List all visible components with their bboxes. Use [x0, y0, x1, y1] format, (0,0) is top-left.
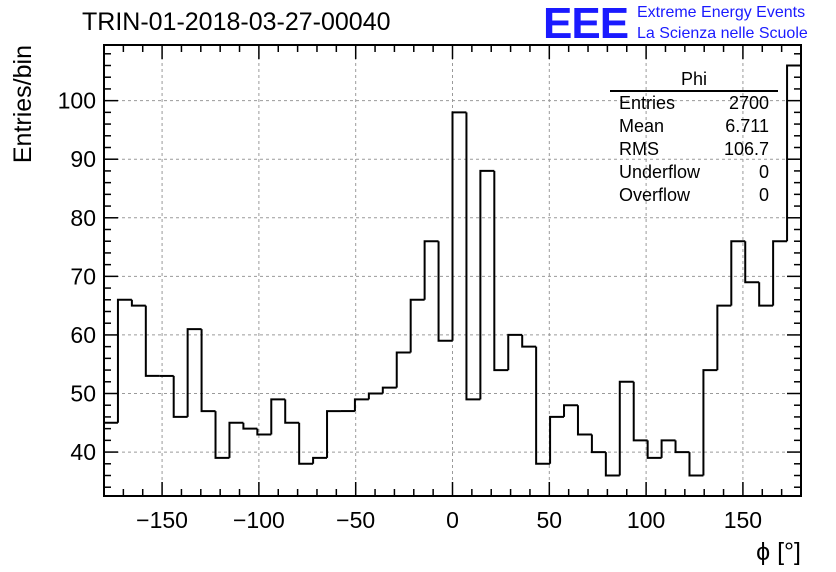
histogram-bin: [437, 241, 453, 342]
x-tick-label: 100: [627, 507, 665, 533]
histogram-bin: [353, 398, 369, 412]
histogram-bin: [103, 421, 118, 496]
histogram-bin: [576, 405, 592, 436]
histogram-bin: [130, 299, 146, 307]
histogram-bin: [284, 399, 300, 424]
histogram-bin: [381, 386, 397, 394]
stats-label: Entries: [619, 93, 676, 113]
histogram-bin: [326, 410, 341, 458]
logo-caption-line2: La Scienza nelle Scuole: [637, 25, 808, 42]
histogram-bin: [758, 282, 774, 307]
y-tick-label: 90: [70, 146, 96, 172]
y-axis-label: Entries/bin: [9, 45, 37, 163]
x-tick-label: 0: [446, 507, 459, 533]
stats-row-rms: RMS 106.7: [610, 138, 778, 161]
histogram-bin: [660, 439, 676, 458]
histogram-bin: [674, 440, 690, 454]
histogram-bin: [744, 241, 760, 284]
histogram-bin: [716, 304, 732, 371]
stats-value: 0: [758, 185, 769, 205]
y-tick-label: 100: [58, 88, 96, 114]
histogram-bin: [144, 305, 160, 377]
y-tick-label: 50: [70, 381, 96, 407]
histogram-bin: [688, 452, 704, 477]
histogram-bin: [214, 411, 230, 459]
histogram-bin: [590, 434, 606, 454]
stats-label: Overflow: [619, 185, 691, 205]
histogram-bin: [270, 398, 286, 435]
stats-label: RMS: [619, 139, 659, 159]
stats-label: Underflow: [619, 162, 701, 182]
histogram-bin: [507, 333, 523, 371]
histogram-bin: [618, 380, 634, 476]
histogram-bin: [730, 240, 746, 306]
histogram-bin: [200, 329, 216, 413]
x-axis-label: ϕ [°]: [756, 538, 801, 566]
y-tick-label: 70: [70, 263, 96, 289]
stats-row-overflow: Overflow 0: [610, 184, 778, 207]
histogram-bin: [786, 64, 802, 496]
stats-title: Phi: [610, 68, 778, 92]
y-tick-label: 60: [70, 322, 96, 348]
logo-caption-line1: Extreme Energy Events: [637, 4, 806, 21]
y-tick-label: 80: [70, 205, 96, 231]
histogram-bin: [702, 369, 718, 476]
histogram-bin: [451, 111, 467, 341]
histogram-bin: [465, 112, 481, 401]
histogram-bin: [521, 334, 537, 348]
histogram-bin: [646, 440, 662, 459]
histogram-bin: [409, 298, 425, 353]
y-tick-label: 40: [70, 439, 96, 465]
x-tick-label: 50: [537, 507, 563, 533]
histogram-bin: [186, 328, 202, 417]
histogram-bin: [549, 415, 565, 464]
histogram-bin: [172, 375, 188, 418]
histogram-bin: [493, 170, 509, 372]
stats-row-entries: Entries 2700: [610, 92, 778, 115]
x-tick-label: −100: [233, 507, 285, 533]
stats-value: 0: [758, 162, 769, 182]
histogram-bin: [367, 392, 383, 400]
stats-label: Mean: [619, 116, 665, 136]
histogram-bin: [395, 351, 411, 388]
x-tick-label: 150: [724, 507, 762, 533]
x-tick-label: −50: [336, 507, 375, 533]
histogram-bin: [423, 240, 439, 300]
stats-box: Phi Entries 2700 Mean 6.711 RMS 106.7 Un…: [610, 68, 778, 207]
axis-ticks: [104, 45, 801, 496]
histogram-bin: [604, 452, 620, 477]
histogram-bin: [563, 404, 578, 417]
tick-labels: −150 −100 −50 0 50 100 150 40 50 60 70 80 90 100: [58, 88, 762, 533]
histogram-bin: [228, 421, 244, 458]
stats-row-mean: Mean 6.711: [610, 115, 778, 138]
plot-title: TRIN-01-2018-03-27-00040: [82, 8, 391, 36]
eee-logo: EEE: [543, 0, 629, 48]
stats-value: 6.711: [725, 116, 769, 136]
histogram-bin: [772, 240, 788, 306]
histogram-bin: [535, 346, 551, 465]
stats-row-underflow: Underflow 0: [610, 161, 778, 184]
histogram-bin: [298, 422, 314, 465]
histogram-bin: [632, 381, 648, 442]
histogram-bin: [479, 169, 495, 400]
stats-value: 2700: [728, 93, 769, 113]
histogram-bin: [242, 422, 258, 430]
histogram-bin: [116, 298, 132, 423]
histogram-bin: [256, 428, 272, 436]
histogram-bin: [312, 456, 328, 464]
x-tick-label: −150: [136, 507, 188, 533]
stats-value: 106.7: [723, 139, 769, 159]
